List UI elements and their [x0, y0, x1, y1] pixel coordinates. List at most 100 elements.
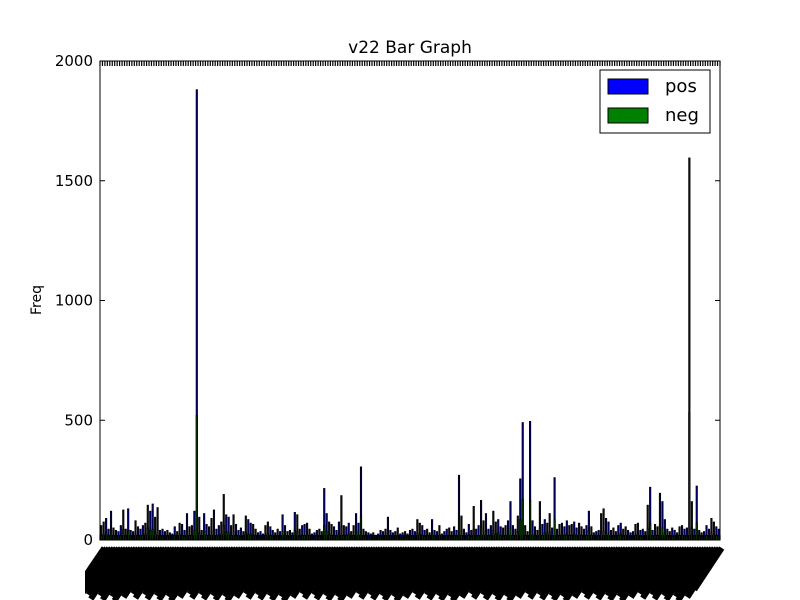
- bar-neg-214: [624, 534, 627, 541]
- legend-swatch-pos: [607, 78, 649, 95]
- bar-neg-169: [514, 535, 517, 541]
- bar-neg-177: [533, 534, 537, 541]
- bar-neg-196: [580, 534, 583, 541]
- chart-title: v22 Bar Graph: [348, 38, 472, 58]
- bar-neg-121: [396, 535, 399, 541]
- bar-neg-25: [161, 535, 164, 541]
- bar-neg-218: [634, 534, 637, 541]
- bar-neg-233: [671, 535, 674, 541]
- bar-neg-23: [156, 529, 159, 541]
- bar-neg-236: [678, 534, 681, 541]
- bar-neg-240: [688, 412, 691, 541]
- legend-label-neg: neg: [665, 105, 699, 126]
- bar-neg-170: [516, 531, 519, 541]
- bar-neg-251: [715, 534, 718, 541]
- bar-neg-98: [340, 526, 343, 541]
- bar-neg-141: [445, 535, 448, 541]
- legend-swatch-neg: [607, 107, 649, 124]
- bar-neg-189: [563, 534, 566, 541]
- bar-neg-30: [173, 534, 176, 541]
- bar-neg-252: [717, 535, 720, 541]
- bar-neg-193: [573, 533, 576, 541]
- bar-neg-184: [551, 535, 554, 541]
- bar-neg-181: [543, 532, 546, 541]
- bar-neg-103: [352, 534, 355, 541]
- bar-neg-107: [362, 535, 365, 541]
- bar-neg-226: [654, 534, 657, 541]
- bar-neg-55: [234, 534, 238, 541]
- bar-neg-63: [254, 535, 257, 541]
- bar-neg-60: [247, 533, 250, 541]
- bar-neg-131: [421, 534, 424, 541]
- bar-neg-43: [205, 534, 208, 541]
- bar-neg-151: [470, 535, 473, 541]
- legend: pos neg: [599, 69, 711, 134]
- bar-neg-84: [306, 533, 309, 541]
- bar-neg-72: [276, 535, 279, 541]
- bar-neg-229: [661, 527, 664, 541]
- bar-neg-171: [519, 519, 522, 541]
- bar-neg-62: [252, 534, 255, 541]
- bar-neg-47: [215, 535, 218, 541]
- bar-neg-138: [438, 534, 441, 541]
- bar-neg-197: [582, 535, 586, 541]
- bar-neg-162: [497, 532, 500, 541]
- bar-neg-42: [203, 531, 206, 541]
- bar-neg-101: [347, 533, 350, 541]
- bar-neg-22: [154, 532, 157, 541]
- bar-neg-168: [511, 534, 514, 541]
- bar-neg-178: [536, 535, 539, 541]
- bar-neg-96: [335, 535, 338, 541]
- bar-neg-41: [200, 535, 203, 541]
- bar-neg-100: [345, 534, 348, 541]
- bar-neg-155: [480, 526, 483, 541]
- bar-neg-17: [141, 534, 144, 541]
- bar-neg-167: [509, 527, 512, 541]
- bar-neg-237: [680, 534, 684, 541]
- bar-neg-147: [460, 531, 463, 541]
- bar-neg-117: [386, 532, 390, 541]
- bar-neg-18: [144, 533, 147, 541]
- bar-neg-93: [328, 533, 331, 541]
- bar-neg-88: [315, 535, 318, 541]
- bar-neg-89: [318, 535, 321, 541]
- bar-neg-194: [575, 535, 578, 541]
- bar-neg-57: [239, 535, 242, 541]
- legend-label-pos: pos: [665, 76, 697, 97]
- bar-neg-44: [207, 534, 211, 541]
- bar-neg-182: [546, 533, 549, 541]
- bar-neg-2: [105, 532, 108, 541]
- bar-neg-45: [210, 532, 213, 541]
- bar-neg-148: [462, 535, 465, 541]
- bar-neg-249: [710, 532, 713, 541]
- bar-neg-180: [541, 534, 544, 541]
- bar-neg-238: [683, 535, 686, 541]
- bar-neg-164: [502, 535, 505, 541]
- bar-neg-153: [475, 535, 478, 541]
- bar-neg-145: [455, 535, 458, 541]
- bar-neg-34: [183, 535, 186, 541]
- bar-neg-187: [558, 534, 561, 541]
- bar-neg-48: [217, 534, 220, 541]
- bar-neg-230: [663, 532, 666, 541]
- bar-neg-179: [538, 527, 541, 541]
- bar-neg-6: [114, 535, 117, 541]
- bar-neg-208: [609, 535, 613, 541]
- y-tick-label: 1500: [55, 172, 93, 190]
- bar-neg-77: [288, 535, 291, 541]
- bar-neg-191: [568, 534, 571, 541]
- bar-neg-46: [212, 529, 216, 541]
- bar-neg-130: [418, 533, 421, 541]
- bar-neg-114: [379, 535, 382, 541]
- bar-neg-81: [298, 535, 301, 541]
- bar-neg-14: [134, 533, 137, 541]
- plot-area: [99, 60, 721, 541]
- bar-neg-51: [225, 531, 228, 541]
- bar-neg-195: [578, 533, 581, 541]
- bar-neg-85: [308, 535, 311, 541]
- bar-neg-38: [193, 529, 196, 541]
- bar-neg-142: [448, 535, 451, 541]
- bar-neg-104: [355, 531, 358, 541]
- bar-neg-239: [685, 535, 688, 541]
- bar-neg-52: [227, 532, 230, 541]
